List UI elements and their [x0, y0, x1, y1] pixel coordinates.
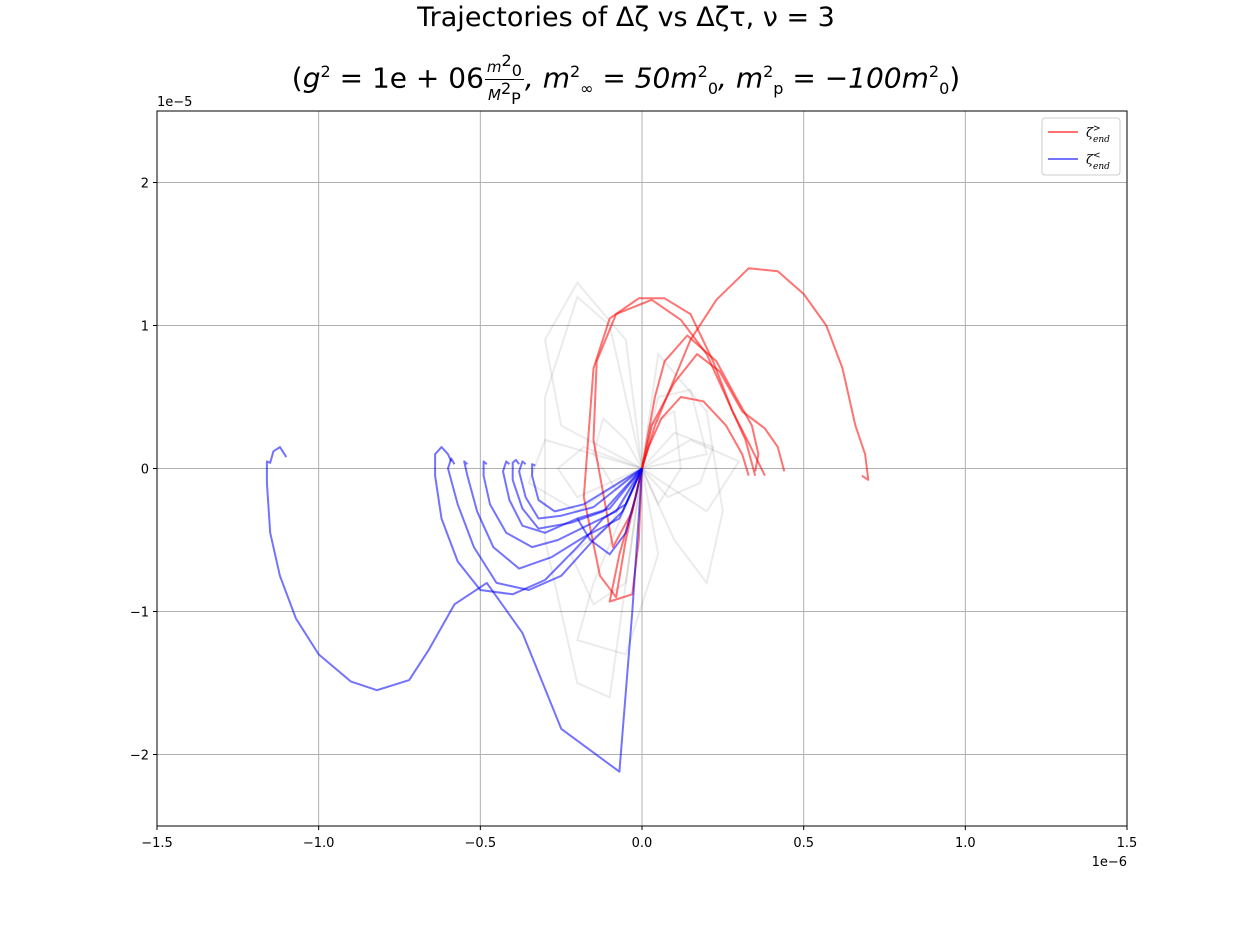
blue-trajectory-line — [265, 446, 643, 773]
gray-trajectory-line — [569, 468, 643, 606]
gray-trajectories — [527, 280, 741, 699]
subtitle-fraction: m20 M2P — [484, 51, 524, 108]
subtitle-close: ) — [949, 61, 961, 95]
subtitle-mp-lhs: , m — [718, 61, 764, 95]
gray-trajectory-line — [641, 409, 682, 507]
blue-trajectory-line — [463, 460, 643, 570]
red-trajectory-line — [641, 396, 750, 476]
legend-superscript: < — [1093, 151, 1101, 161]
y-tick-label: 2 — [141, 177, 149, 192]
legend-symbol: ζ — [1086, 126, 1094, 141]
subtitle-g2: g — [302, 61, 321, 95]
gray-trajectory-line — [641, 351, 724, 586]
gray-trajectory-line — [556, 445, 643, 499]
x-tick-label: −1.0 — [303, 836, 335, 851]
x-tick-label: 1.0 — [955, 836, 976, 851]
gray-trajectory-line — [641, 431, 715, 499]
x-tick-label: −0.5 — [465, 836, 497, 851]
subtitle-g2-value: = 1e + 06 — [330, 61, 484, 95]
red-trajectory-line — [641, 267, 870, 481]
gray-trajectory-line — [576, 468, 660, 656]
fraction-denominator: M — [487, 86, 501, 104]
subtitle-minf-rhs: = 50m — [593, 61, 698, 95]
red-trajectory-line — [641, 353, 786, 472]
series-lines — [265, 267, 870, 773]
gray-trajectory-line — [544, 295, 643, 699]
fraction-numerator: m — [486, 58, 502, 76]
x-tick-label: 0.5 — [793, 836, 814, 851]
blue-trajectory-line — [482, 460, 643, 549]
red-trajectory-line — [592, 298, 757, 549]
blue-trajectory-line — [434, 446, 643, 596]
blue-trajectory-line — [576, 468, 643, 556]
y-tick-label: −1 — [130, 606, 149, 621]
x-tick-label: 0.0 — [632, 836, 653, 851]
x-multiplier: 1e−6 — [1092, 855, 1127, 870]
legend-label: ζ< end — [1086, 151, 1110, 172]
legend-subscript: end — [1093, 135, 1110, 145]
x-tick-label: 1.5 — [1117, 836, 1138, 851]
legend-label: ζ> end — [1086, 124, 1110, 145]
gray-trajectory-line — [543, 280, 643, 470]
subtitle-minf-lhs: , m — [524, 61, 570, 95]
subtitle-open: ( — [291, 61, 303, 95]
red-trajectory-line — [641, 334, 760, 472]
y-tick-label: −2 — [130, 749, 149, 764]
chart-subtitle: (g2 = 1e + 06 m20 M2P, m2∞ = 50m20, m2p = … — [291, 51, 961, 108]
y-tick-label: 0 — [141, 463, 149, 478]
blue-trajectory-line — [502, 460, 643, 534]
chart-title: Trajectories of Δζ vs Δζτ, ν = 3 — [417, 2, 835, 33]
gray-trajectory-line — [641, 438, 741, 513]
gray-trajectory-line — [641, 388, 708, 470]
subtitle-mp-rhs: = −100m — [783, 61, 929, 95]
gray-trajectory-line — [527, 438, 643, 513]
legend-superscript: > — [1093, 124, 1101, 134]
legend-symbol: ζ — [1086, 153, 1094, 168]
y-multiplier: 1e−5 — [157, 95, 192, 110]
blue-trajectory-line — [531, 463, 643, 513]
legend-subscript: end — [1093, 162, 1110, 172]
axis-ticks: −1.5 −1.0 −0.5 0.0 0.5 1.0 1.5 −2 −1 0 1 2 — [130, 177, 1138, 852]
blue-trajectory-line — [511, 458, 643, 530]
blue-trajectory-line — [447, 457, 643, 591]
blue-trajectory-line — [518, 460, 643, 520]
x-tick-label: −1.5 — [141, 836, 173, 851]
y-tick-label: 1 — [141, 320, 149, 335]
